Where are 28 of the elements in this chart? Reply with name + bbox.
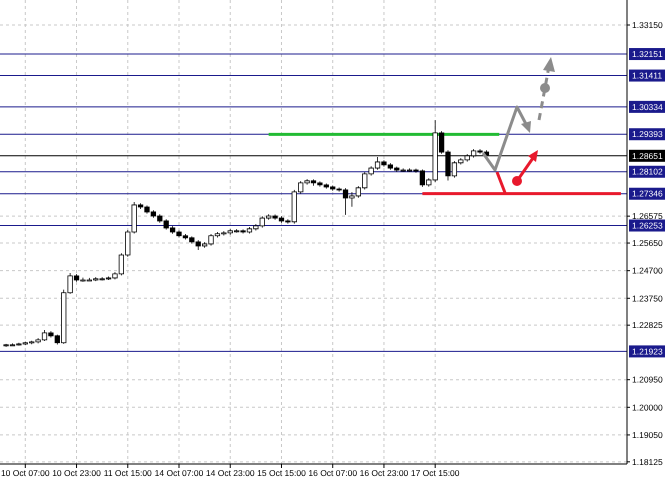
- ref-line-label: 1.21923: [632, 346, 663, 356]
- ref-line-label: 1.28102: [632, 166, 663, 177]
- y-tick-label: 1.26575: [632, 211, 663, 222]
- ref-line-label: 1.30334: [632, 102, 663, 112]
- ref-line-label: 1.31411: [632, 70, 662, 81]
- y-tick-label: 1.20000: [632, 402, 663, 412]
- y-tick-label: 1.24700: [632, 266, 663, 276]
- ref-line-label: 1.28651: [632, 150, 663, 161]
- y-tick-label: 1.20950: [632, 374, 663, 385]
- y-tick-label: 1.33150: [632, 20, 663, 30]
- x-tick-label: 10 Oct 07:00: [0, 468, 50, 478]
- x-tick-label: 15 Oct 15:00: [257, 468, 306, 478]
- y-tick-label: 1.18125: [632, 456, 663, 467]
- x-tick-label: 14 Oct 07:00: [154, 468, 204, 478]
- x-tick-label: 17 Oct 15:00: [410, 468, 460, 478]
- ref-line-label: 1.29393: [632, 129, 663, 140]
- x-tick-label: 16 Oct 23:00: [360, 468, 409, 478]
- ref-line-label: 1.27346: [632, 188, 663, 199]
- y-tick-label: 1.23750: [632, 293, 663, 304]
- x-tick-label: 10 Oct 23:00: [52, 468, 102, 478]
- ref-line-label: 1.32151: [632, 49, 663, 60]
- y-tick-label: 1.19050: [632, 430, 663, 440]
- y-tick-label: 1.25650: [632, 238, 663, 248]
- y-tick-label: 1.22825: [632, 320, 663, 330]
- x-tick-label: 16 Oct 07:00: [308, 468, 358, 478]
- ref-line-label: 1.26253: [632, 220, 663, 230]
- x-tick-label: 11 Oct 15:00: [104, 468, 152, 478]
- x-tick-label: 14 Oct 23:00: [206, 468, 255, 478]
